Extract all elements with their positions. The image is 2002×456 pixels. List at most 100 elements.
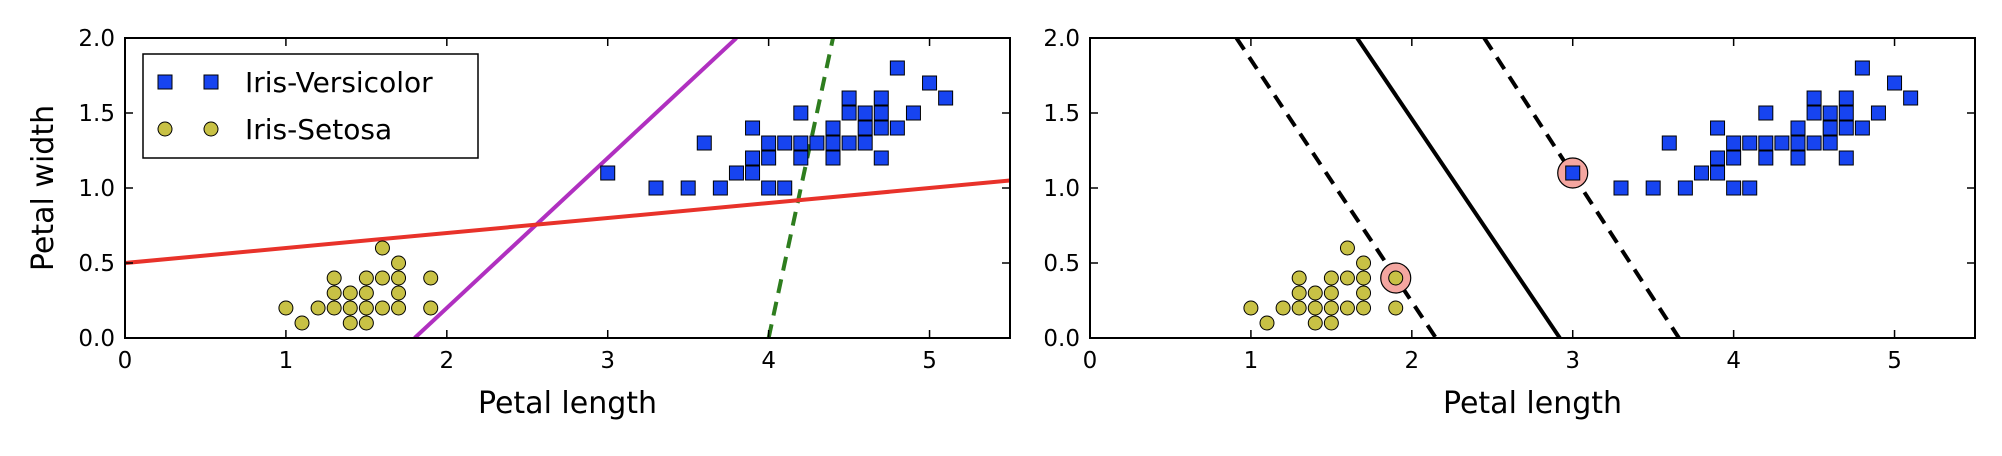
setosa-point-12 [358, 270, 374, 286]
plot-area [125, 38, 1010, 338]
versicolor-point-12 [777, 180, 793, 196]
y-tick-label-0: 0.0 [78, 326, 115, 352]
versicolor-point-0 [1565, 165, 1581, 181]
versicolor-point-23 [841, 90, 857, 106]
setosa-point-0 [1243, 300, 1259, 316]
x-tick-label-2: 2 [1404, 348, 1419, 374]
setosa-point-19 [391, 255, 407, 271]
setosa-point-16 [1356, 300, 1372, 316]
versicolor-point-12 [1742, 180, 1758, 196]
versicolor-point-32 [1854, 60, 1870, 76]
x-tick-label-2: 2 [439, 348, 454, 374]
setosa-point-0 [278, 300, 294, 316]
setosa-point-16 [391, 300, 407, 316]
versicolor-point-19 [825, 135, 841, 151]
versicolor-point-26 [857, 105, 873, 121]
decision-line-2 [1482, 38, 1681, 338]
setosa-point-2 [1275, 300, 1291, 316]
legend-marker-versicolor-0 [157, 74, 173, 90]
setosa-point-14 [1339, 270, 1355, 286]
setosa-point-21 [1388, 270, 1404, 286]
setosa-point-7 [1307, 300, 1323, 316]
versicolor-point-31 [889, 120, 905, 136]
setosa-point-20 [423, 300, 439, 316]
versicolor-point-35 [938, 90, 954, 106]
versicolor-point-29 [1838, 105, 1854, 121]
y-tick-label-0: 0.0 [1043, 326, 1080, 352]
y-tick-label-4: 2.0 [78, 26, 115, 52]
versicolor-point-10 [761, 150, 777, 166]
setosa-point-4 [326, 285, 342, 301]
y-tick-label-3: 1.5 [78, 101, 115, 127]
legend-label-0: Iris-Versicolor [245, 66, 433, 99]
versicolor-point-7 [1710, 150, 1726, 166]
versicolor-point-26 [1822, 105, 1838, 121]
legend-marker-versicolor-1 [203, 74, 219, 90]
versicolor-point-19 [1790, 135, 1806, 151]
versicolor-point-5 [1693, 165, 1709, 181]
versicolor-point-9 [761, 180, 777, 196]
versicolor-point-30 [873, 90, 889, 106]
versicolor-point-14 [793, 150, 809, 166]
versicolor-point-31 [1854, 120, 1870, 136]
setosa-point-17 [1356, 285, 1372, 301]
versicolor-point-6 [745, 165, 761, 181]
plot-area [1234, 38, 1919, 338]
versicolor-point-5 [728, 165, 744, 181]
setosa-point-4 [1291, 285, 1307, 301]
versicolor-point-27 [1838, 150, 1854, 166]
decision-line-1 [413, 38, 738, 338]
versicolor-point-32 [889, 60, 905, 76]
x-tick-label-0: 0 [118, 348, 133, 374]
versicolor-point-25 [1822, 120, 1838, 136]
right-panel: 0 1 2 3 4 5 0.0 0.5 1.0 1.5 2.0 Petal length [1043, 26, 1976, 421]
setosa-point-20 [1388, 300, 1404, 316]
versicolor-point-14 [1758, 150, 1774, 166]
versicolor-point-30 [1838, 90, 1854, 106]
setosa-point-5 [326, 270, 342, 286]
versicolor-point-1 [648, 180, 664, 196]
x-tick-label-4: 4 [1726, 348, 1741, 374]
setosa-point-8 [342, 285, 358, 301]
versicolor-point-17 [1774, 135, 1790, 151]
versicolor-point-13 [777, 135, 793, 151]
versicolor-point-20 [1790, 120, 1806, 136]
versicolor-point-0 [600, 165, 616, 181]
versicolor-point-34 [922, 75, 938, 91]
x-axis-label: Petal length [1443, 386, 1622, 421]
x-tick-label-1: 1 [1244, 348, 1259, 374]
setosa-point-2 [310, 300, 326, 316]
versicolor-point-27 [873, 150, 889, 166]
versicolor-point-35 [1903, 90, 1919, 106]
setosa-point-5 [1291, 270, 1307, 286]
versicolor-point-24 [857, 135, 873, 151]
setosa-point-3 [1291, 300, 1307, 316]
left-panel: 0 1 2 3 4 5 0.0 0.5 1.0 1.5 2.0 Petal length Petal w… [26, 26, 1011, 421]
setosa-point-15 [374, 240, 390, 256]
versicolor-point-8 [745, 120, 761, 136]
axes-frame [1089, 37, 1976, 339]
setosa-point-11 [358, 285, 374, 301]
versicolor-point-15 [793, 135, 809, 151]
versicolor-point-34 [1887, 75, 1903, 91]
versicolor-point-2 [680, 180, 696, 196]
versicolor-point-18 [1790, 150, 1806, 166]
versicolor-point-17 [809, 135, 825, 151]
versicolor-point-6 [1710, 165, 1726, 181]
versicolor-point-13 [1742, 135, 1758, 151]
y-tick-label-2: 1.0 [78, 176, 115, 202]
x-tick-label-4: 4 [761, 348, 776, 374]
versicolor-point-9 [1726, 180, 1742, 196]
versicolor-point-18 [825, 150, 841, 166]
versicolor-point-16 [793, 105, 809, 121]
setosa-point-13 [374, 300, 390, 316]
y-tick-label-1: 0.5 [78, 251, 115, 277]
setosa-point-9 [1323, 315, 1339, 331]
decision-line-0 [766, 38, 835, 338]
setosa-point-17 [391, 285, 407, 301]
legend-label-1: Iris-Setosa [245, 113, 392, 146]
versicolor-point-21 [1806, 135, 1822, 151]
versicolor-point-11 [761, 135, 777, 151]
legend-box [142, 53, 479, 159]
